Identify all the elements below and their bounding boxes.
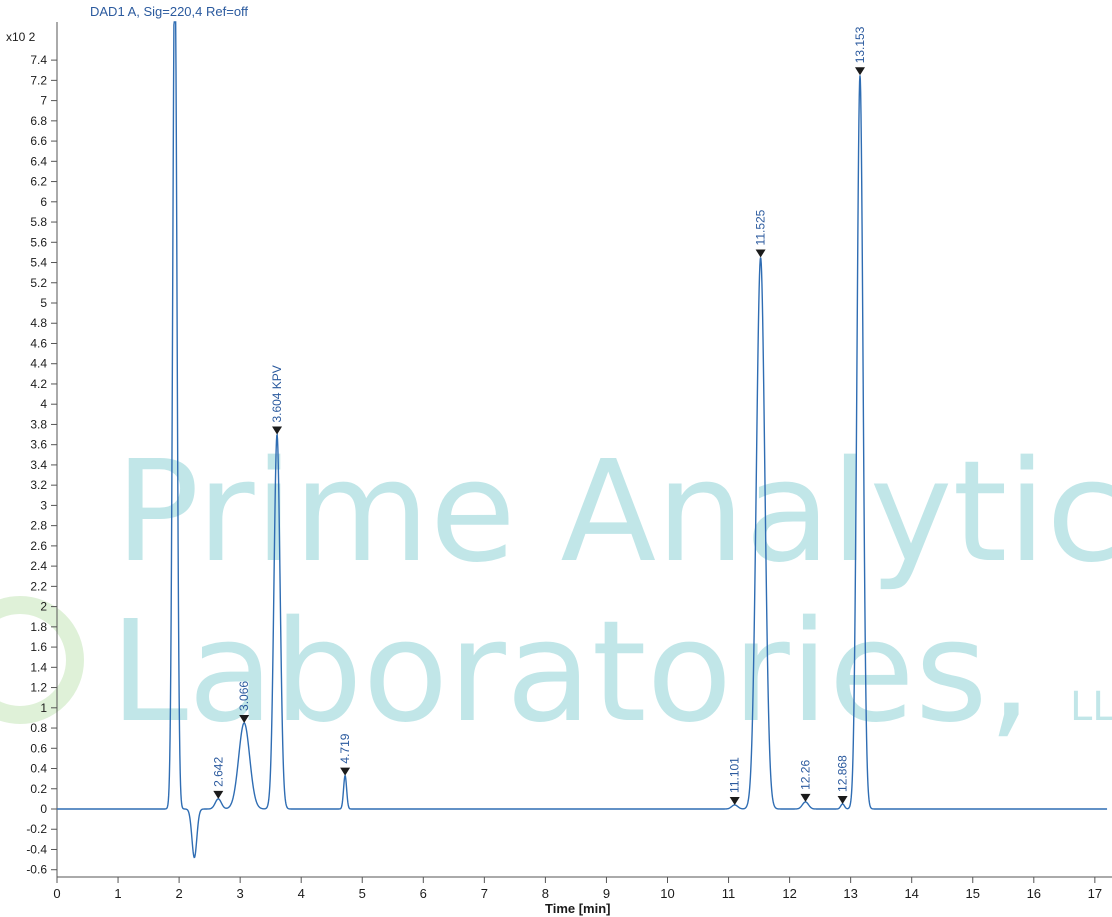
y-tick-label: 6.8 [30,114,47,128]
y-axis-ticks: -0.6 -0.4 -0.2 0 0.2 0.4 0.6 0.8 1 1.2 1.4 1.6 1.8 2 2… [26,53,57,877]
x-tick-label: 7 [481,886,488,901]
peak-label: 11.101 [728,757,742,793]
y-tick-label: 0.6 [30,741,47,755]
y-tick-label: 3.2 [30,478,47,492]
peak-label: 13.153 [853,26,867,63]
y-tick-label: 1.2 [30,681,47,695]
y-tick-label: 0 [40,802,47,816]
x-tick-label: 4 [298,886,305,901]
x-axis-title: Time [min] [545,901,611,916]
peak-label: 12.26 [798,760,812,790]
y-tick-label: 0.2 [30,782,47,796]
watermark: Prime Analytic Laboratories, LL [0,431,1112,754]
y-tick-label: 4.6 [30,336,47,350]
y-tick-label: 0.4 [30,762,47,776]
peak-marker [340,767,351,776]
y-tick-label: 2.4 [30,559,47,573]
x-tick-label: 5 [359,886,366,901]
peak-marker [272,426,283,435]
y-tick-label: 4.2 [30,377,47,391]
peak-label: 12.868 [836,755,850,792]
watermark-suffix: LL [1070,684,1112,730]
y-tick-label: 6.6 [30,134,47,148]
peak-label: 11.525 [754,209,768,245]
y-tick-label: 4.8 [30,316,47,330]
peak-markers: 2.642 3.066 3.604 KPV 4.719 11.101 11.525 12.2… [211,26,867,805]
y-tick-label: 3.4 [30,458,47,472]
peak-marker [800,793,811,802]
y-tick-label: 7.4 [30,53,47,67]
y-tick-label: 5.8 [30,215,47,229]
signal-trace [57,21,1108,859]
y-scale-label: x10 2 [6,30,36,44]
y-tick-label: 0.8 [30,721,47,735]
y-tick-label: 6 [40,195,47,209]
y-tick-label: 1 [40,701,47,715]
y-tick-label: 2.6 [30,539,47,553]
y-tick-label: 7.2 [30,73,47,87]
watermark-logo [0,596,84,724]
peak-marker [854,67,865,76]
y-tick-label: 5.4 [30,256,47,270]
x-tick-label: 10 [660,886,674,901]
y-tick-label: 5 [40,296,47,310]
y-tick-label: 4.4 [30,357,47,371]
y-tick-label: -0.6 [26,863,47,877]
watermark-line1: Prime Analytic [115,431,1112,594]
y-tick-label: 1.4 [30,660,47,674]
x-tick-label: 9 [603,886,610,901]
peak-marker [755,249,766,258]
y-tick-label: 2.8 [30,519,47,533]
x-tick-label: 2 [175,886,182,901]
y-tick-label: 3.8 [30,417,47,431]
peak-label: 3.066 [237,681,251,711]
peak-marker [239,714,250,723]
x-tick-label: 12 [782,886,796,901]
x-tick-label: 15 [966,886,980,901]
y-tick-label: 6.2 [30,175,47,189]
peak-label: 2.642 [211,757,225,787]
peak-label: 3.604 KPV [270,365,284,422]
x-tick-label: 1 [114,886,121,901]
x-tick-label: 16 [1027,886,1041,901]
y-tick-label: 5.6 [30,235,47,249]
y-tick-label: 6.4 [30,154,47,168]
x-tick-label: 13 [843,886,857,901]
x-tick-label: 6 [420,886,427,901]
signal-title: DAD1 A, Sig=220,4 Ref=off [90,4,248,19]
peak-marker [837,795,848,804]
y-tick-label: -0.2 [26,822,47,836]
watermark-line2: Laboratories, [110,591,1032,754]
peak-marker [213,790,224,799]
x-tick-label: 14 [904,886,918,901]
peak-marker [729,796,740,805]
y-tick-label: -0.4 [26,842,47,856]
x-tick-label: 11 [722,886,736,901]
y-tick-label: 4 [40,397,47,411]
y-tick-label: 5.2 [30,276,47,290]
y-tick-label: 2 [40,600,47,614]
y-tick-label: 7 [40,94,47,108]
y-tick-label: 1.6 [30,640,47,654]
y-tick-label: 3.6 [30,438,47,452]
x-axis-ticks: 0 1 2 3 4 5 6 7 8 9 10 11 12 13 14 15 16 17 [53,877,1102,901]
x-tick-label: 17 [1088,886,1102,901]
y-tick-label: 1.8 [30,620,47,634]
y-tick-label: 3 [40,498,47,512]
x-tick-label: 8 [542,886,549,901]
y-tick-label: 2.2 [30,579,47,593]
x-tick-label: 3 [237,886,244,901]
peak-label: 4.719 [338,733,352,763]
x-tick-label: 0 [53,886,60,901]
